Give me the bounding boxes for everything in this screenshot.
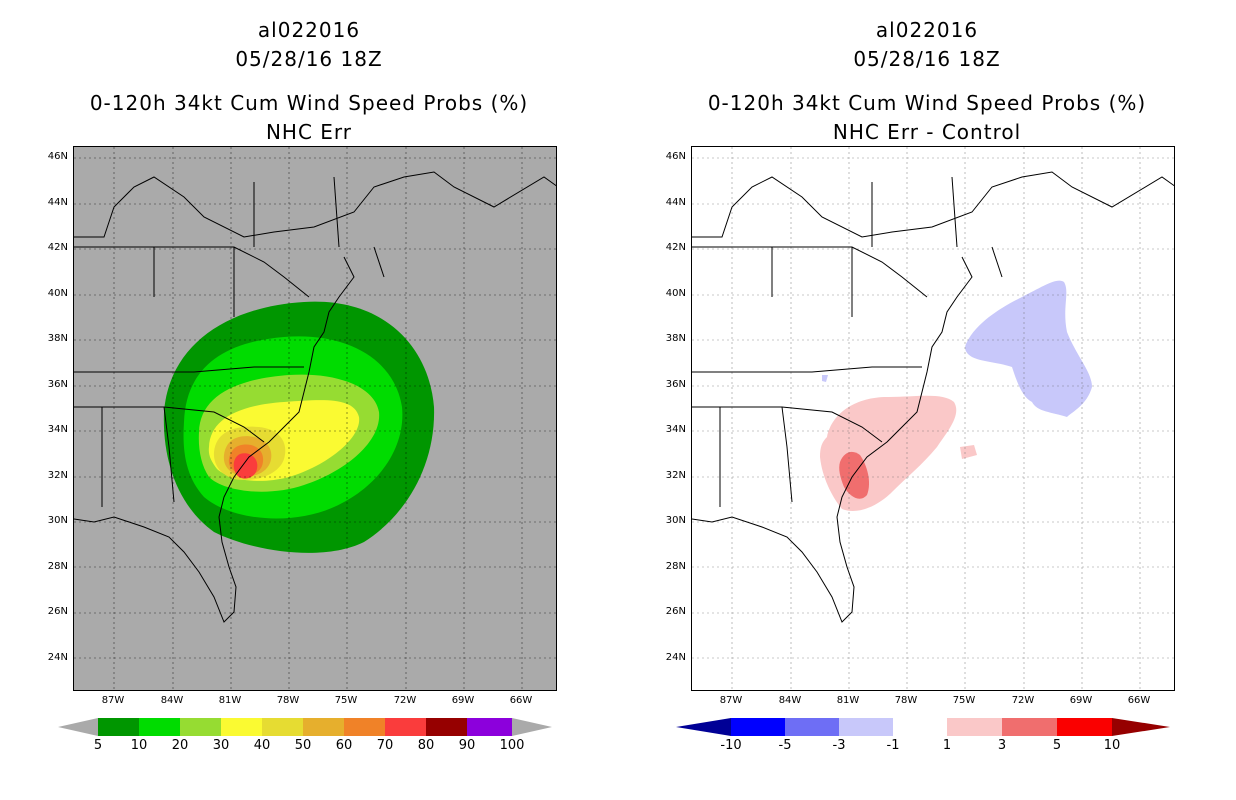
- panel-subtitle: NHC Err: [265, 120, 353, 144]
- lon-label: 66W: [509, 695, 533, 706]
- colorbar-label: -10: [720, 738, 742, 753]
- lon-label: 81W: [836, 695, 860, 706]
- lat-label: 24N: [47, 652, 68, 663]
- colorbar-bin: [180, 718, 221, 736]
- diff-contour-neg-small: [822, 375, 828, 382]
- colorbar-label: 30: [212, 738, 230, 753]
- storm-id: al022016: [875, 18, 979, 42]
- colorbar-bin: [98, 718, 139, 736]
- colorbar-label: 70: [376, 738, 394, 753]
- colorbar-low-end: [58, 718, 98, 736]
- colorbar-label: -1: [886, 738, 900, 753]
- colorbar-label: 90: [458, 738, 476, 753]
- colorbar-label: 80: [417, 738, 435, 753]
- colorbar-low-end: [676, 718, 731, 736]
- diff-contour-pos: [820, 395, 957, 512]
- lon-label: 69W: [451, 695, 475, 706]
- lat-label: 38N: [665, 333, 686, 344]
- colorbar-label: -5: [778, 738, 792, 753]
- colorbar-label: 1: [942, 738, 952, 753]
- right-panel: al022016 05/28/16 18Z 0-120h 34kt Cum Wi…: [618, 0, 1236, 800]
- colorbar-bin: [1002, 718, 1057, 736]
- probability-map: [73, 146, 557, 691]
- lat-label: 40N: [47, 288, 68, 299]
- lon-label: 81W: [218, 695, 242, 706]
- colorbar-high-end: [512, 718, 552, 736]
- lon-label: 72W: [393, 695, 417, 706]
- lon-label: 78W: [276, 695, 300, 706]
- colorbar-label: 40: [253, 738, 271, 753]
- colorbar-bin: [139, 718, 180, 736]
- colorbar-bin: [385, 718, 426, 736]
- lon-label: 69W: [1069, 695, 1093, 706]
- lat-label: 26N: [47, 606, 68, 617]
- diff-contour-pos-small: [960, 445, 977, 459]
- lat-label: 36N: [47, 379, 68, 390]
- prob-contour-70: [233, 453, 258, 479]
- lat-label: 44N: [47, 197, 68, 208]
- lat-label: 34N: [47, 424, 68, 435]
- colorbar-label: 3: [997, 738, 1007, 753]
- product-title: 0-120h 34kt Cum Wind Speed Probs (%): [89, 91, 529, 115]
- lon-label: 75W: [334, 695, 358, 706]
- lon-label: 87W: [101, 695, 125, 706]
- lon-label: 66W: [1127, 695, 1151, 706]
- colorbar-bin: [303, 718, 344, 736]
- colorbar-label: -3: [832, 738, 846, 753]
- lat-label: 28N: [47, 561, 68, 572]
- diff-contour-neg: [965, 280, 1092, 417]
- colorbar-label: 5: [93, 738, 103, 753]
- datetime: 05/28/16 18Z: [853, 47, 1001, 71]
- lat-label: 32N: [665, 470, 686, 481]
- lat-label: 46N: [47, 151, 68, 162]
- colorbar-high-end: [1112, 718, 1170, 736]
- lat-label: 42N: [47, 242, 68, 253]
- colorbar-label: 5: [1052, 738, 1062, 753]
- lat-label: 38N: [47, 333, 68, 344]
- lat-label: 44N: [665, 197, 686, 208]
- lon-label: 72W: [1011, 695, 1035, 706]
- difference-map: [691, 146, 1175, 691]
- lat-label: 24N: [665, 652, 686, 663]
- colorbar-label: 60: [335, 738, 353, 753]
- lat-label: 30N: [47, 515, 68, 526]
- colorbar-label: 100: [499, 738, 525, 753]
- colorbar-bin: [839, 718, 893, 736]
- lat-label: 28N: [665, 561, 686, 572]
- colorbar-bin: [467, 718, 512, 736]
- colorbar-label: 10: [1103, 738, 1121, 753]
- lat-label: 26N: [665, 606, 686, 617]
- lon-label: 84W: [160, 695, 184, 706]
- panel-subtitle: NHC Err - Control: [832, 120, 1022, 144]
- colorbar-bin: [262, 718, 303, 736]
- colorbar-bin: [731, 718, 785, 736]
- colorbar-label: 50: [294, 738, 312, 753]
- colorbar: [676, 718, 1170, 736]
- lat-label: 36N: [665, 379, 686, 390]
- colorbar-bin: [426, 718, 467, 736]
- left-panel: al022016 05/28/16 18Z 0-120h 34kt Cum Wi…: [47, 18, 557, 753]
- lat-label: 34N: [665, 424, 686, 435]
- colorbar-bin: [344, 718, 385, 736]
- storm-id: al022016: [257, 18, 361, 42]
- colorbar-bin: [893, 718, 947, 736]
- lon-label: 87W: [719, 695, 743, 706]
- lat-label: 46N: [665, 151, 686, 162]
- colorbar: [58, 718, 552, 736]
- colorbar-bin: [1057, 718, 1112, 736]
- colorbar-label: 10: [130, 738, 148, 753]
- lon-label: 84W: [778, 695, 802, 706]
- lat-label: 40N: [665, 288, 686, 299]
- lat-label: 42N: [665, 242, 686, 253]
- datetime: 05/28/16 18Z: [235, 47, 383, 71]
- product-title: 0-120h 34kt Cum Wind Speed Probs (%): [707, 91, 1147, 115]
- colorbar-bin: [785, 718, 839, 736]
- lon-label: 78W: [894, 695, 918, 706]
- lat-label: 30N: [665, 515, 686, 526]
- lon-label: 75W: [952, 695, 976, 706]
- colorbar-bin: [947, 718, 1002, 736]
- lat-label: 32N: [47, 470, 68, 481]
- colorbar-label: 20: [171, 738, 189, 753]
- colorbar-bin: [221, 718, 262, 736]
